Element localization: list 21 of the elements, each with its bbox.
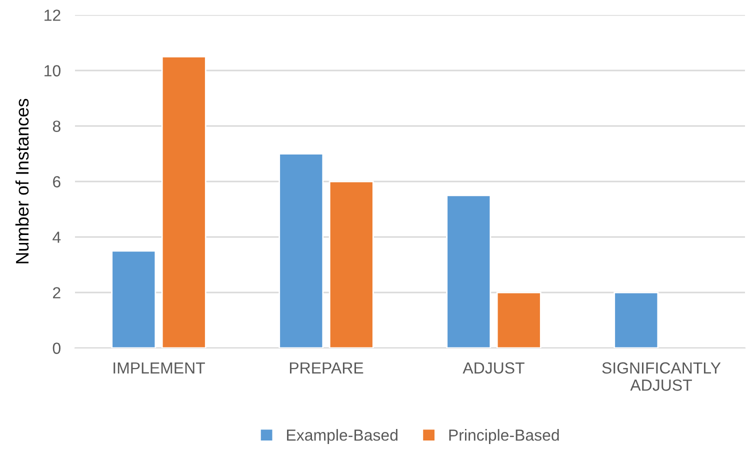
- y-tick-label: 8: [52, 120, 60, 132]
- bar: [446, 194, 492, 348]
- bar: [161, 56, 206, 348]
- y-tick-label: 10: [44, 65, 60, 76]
- bar: [328, 180, 374, 348]
- y-tick-label: 12: [44, 10, 60, 21]
- legend-label: Example-Based: [287, 429, 398, 444]
- x-tick-label: ADJUST: [462, 362, 524, 374]
- x-tick-label: PREPARE: [290, 362, 364, 374]
- bar: [496, 292, 542, 348]
- bar: [111, 250, 156, 348]
- x-tick-label: SIGNIFICANTLY ADJUST: [602, 362, 721, 391]
- y-tick-label: 2: [53, 287, 60, 298]
- y-axis-title: Number of Instances: [15, 98, 29, 264]
- x-tick-label: IMPLEMENT: [114, 362, 205, 374]
- bar: [278, 153, 324, 348]
- y-tick-label: 4: [52, 232, 61, 243]
- y-tick-label: 6: [53, 176, 60, 188]
- bar: [614, 292, 659, 348]
- y-tick-label: 0: [52, 342, 60, 354]
- legend-label: Principle-Based: [449, 429, 559, 444]
